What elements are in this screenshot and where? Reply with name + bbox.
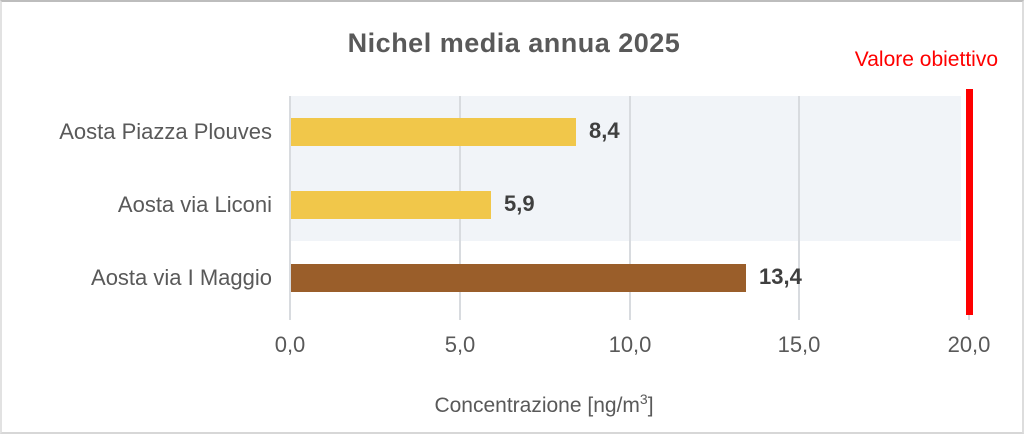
value-label: 8,4: [589, 118, 620, 143]
value-label: 5,9: [504, 191, 535, 216]
target-value-label: Valore obiettivo: [854, 48, 998, 71]
x-axis-label-suffix: ]: [647, 394, 654, 417]
bar-aosta-piazza-plouves: [291, 118, 576, 146]
chart-title: Nichel media annua 2025: [347, 28, 681, 58]
category-label-aosta-piazza-plouves: Aosta Piazza Plouves: [59, 119, 272, 145]
category-label-aosta-via-liconi: Aosta via Liconi: [117, 191, 272, 217]
gridline: [629, 96, 631, 320]
x-tick-label: 15,0: [777, 332, 821, 357]
x-tick-label: 5,0: [444, 332, 476, 357]
x-axis-label-text: Concentrazione [ng/m: [434, 394, 640, 417]
target-value-line: [966, 89, 973, 315]
value-label: 13,4: [759, 264, 802, 289]
gridline: [289, 96, 291, 320]
superscript-3: 3: [639, 391, 648, 407]
x-tick-label: 20,0: [947, 332, 991, 357]
category-label-aosta-via-i-maggio: Aosta via I Maggio: [91, 264, 272, 290]
x-axis-label: Concentrazione [ng/m3]: [290, 391, 798, 418]
x-tick-label: 10,0: [608, 332, 652, 357]
x-tick-label: 0,0: [274, 332, 306, 357]
bar-aosta-via-i-maggio: [291, 264, 746, 292]
gridline: [798, 96, 800, 320]
bar-aosta-via-liconi: [291, 191, 491, 219]
